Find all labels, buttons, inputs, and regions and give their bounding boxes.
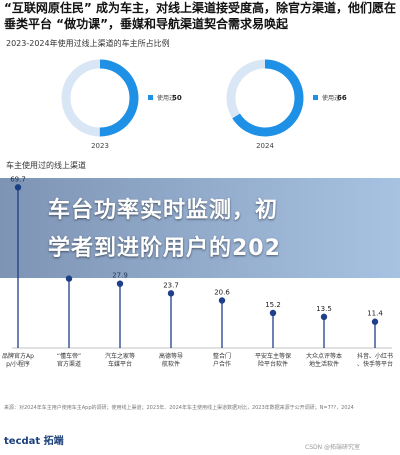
banner-overlay: [0, 178, 400, 278]
data-label: 15.2: [265, 301, 281, 309]
lollipop-dot: [269, 309, 277, 317]
banner-line-2: 学者到进阶用户的202: [48, 236, 281, 261]
donut-arc: [61, 59, 139, 137]
data-label: 11.4: [367, 310, 383, 318]
legend-value: 50: [172, 94, 182, 102]
brand-logo: tecdat 拓端: [4, 436, 64, 447]
lollipop-dot: [167, 290, 175, 297]
category-label: 高德等导: [159, 352, 183, 360]
usage-chart-title: 车主使用过的线上渠道: [6, 161, 86, 170]
donut-chart-title: 2023-2024年使用过线上渠道的车主所占比例: [6, 39, 170, 48]
intro-text: “互联网原住民” 成为车主，对线上渠道接受度高，除官方渠道，他们愿在垂类平台 “…: [4, 1, 396, 31]
category-label: 品牌官方Ap: [2, 352, 34, 360]
lollipop-dot: [320, 313, 328, 321]
category-label: 、快手等平台: [357, 360, 393, 368]
donut-arc: [226, 59, 304, 137]
category-label: 地生活软件: [309, 360, 339, 368]
year-label: 2024: [256, 142, 274, 150]
category-label: “懂车帝”: [57, 352, 81, 360]
banner-line-1: 车台功率实时监测，初: [48, 198, 279, 223]
category-label: p/小程序: [6, 360, 30, 368]
category-label: 抖音、小红书: [357, 352, 393, 360]
year-label: 2023: [91, 142, 109, 150]
lollipop-dot: [116, 280, 124, 287]
lollipop-dot: [371, 318, 379, 325]
category-label: 整合门: [213, 352, 231, 360]
category-label: 航软件: [162, 360, 180, 368]
category-label: 险平台软件: [258, 360, 288, 368]
data-label: 13.5: [316, 305, 332, 313]
source-footnote: 来源：对2024年车主用户使用车主App的调研；使用线上渠道；2023年、202…: [4, 405, 354, 411]
legend-swatch: [313, 95, 318, 100]
watermark-text: CSDN @拓端研究室: [305, 444, 361, 451]
category-label: 汽车之家等: [105, 352, 135, 360]
legend-label: 使用过: [157, 94, 175, 102]
legend-label: 使用过: [322, 94, 340, 102]
category-label: 车媒平台: [108, 360, 132, 368]
lollipop-dot: [218, 297, 226, 304]
data-label: 20.6: [214, 289, 230, 297]
legend-value: 66: [337, 94, 347, 102]
category-label: 平安车主等保: [255, 352, 291, 360]
legend-swatch: [148, 95, 153, 100]
data-label: 23.7: [163, 281, 179, 289]
category-label: 官方渠道: [57, 360, 81, 368]
category-label: 户合作: [213, 360, 231, 368]
category-label: 大众点评等本: [306, 352, 342, 360]
